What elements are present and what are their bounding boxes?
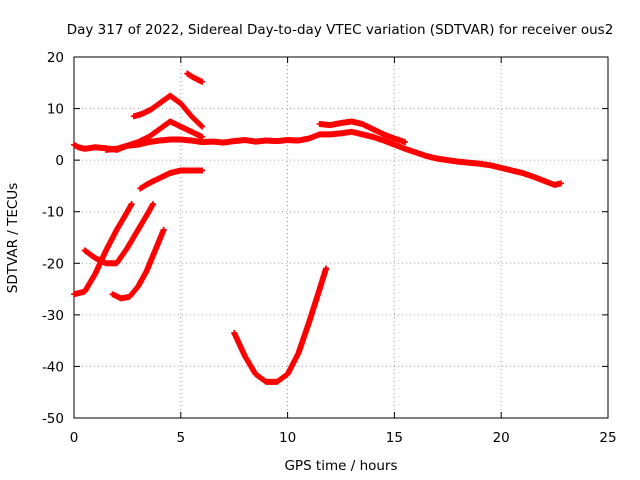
chart-title: Day 317 of 2022, Sidereal Day-to-day VTE… xyxy=(67,22,614,38)
data-series xyxy=(71,70,565,385)
x-axis-label: GPS time / hours xyxy=(284,458,397,474)
series-group xyxy=(81,200,157,267)
x-tick-label: 25 xyxy=(599,430,616,446)
x-tick-label: 15 xyxy=(386,430,403,446)
x-tick-label: 10 xyxy=(279,430,296,446)
y-axis-label: SDTVAR / TECUs xyxy=(5,183,21,293)
series-group xyxy=(130,92,206,130)
series-group xyxy=(231,265,330,385)
data-point xyxy=(198,122,205,129)
y-tick-label: -40 xyxy=(42,359,64,375)
series-group xyxy=(109,226,167,302)
data-point xyxy=(323,265,330,272)
data-point xyxy=(199,167,206,174)
y-tick-label: -30 xyxy=(42,308,64,324)
grid-lines xyxy=(74,57,608,418)
y-tick-label: 20 xyxy=(47,50,64,66)
data-point xyxy=(150,200,157,207)
data-point xyxy=(128,200,135,207)
axis-ticks xyxy=(73,56,609,419)
series-group xyxy=(137,167,206,192)
data-point xyxy=(160,226,167,233)
y-tick-label: 0 xyxy=(55,153,64,169)
x-tick-label: 5 xyxy=(177,430,186,446)
y-tick-label: -20 xyxy=(42,256,64,272)
tick-labels: 0 5 10 15 20 25 -50 -40 -30 -20 -10 0 10 20 xyxy=(42,50,617,446)
x-tick-label: 20 xyxy=(493,430,510,446)
series-group xyxy=(184,70,206,85)
data-point xyxy=(199,78,206,85)
series-group xyxy=(103,118,206,153)
x-tick-label: 0 xyxy=(70,430,79,446)
series-group xyxy=(316,118,409,146)
y-tick-label: -50 xyxy=(42,411,64,427)
data-point xyxy=(199,123,206,130)
data-point xyxy=(402,139,409,146)
y-tick-label: -10 xyxy=(42,205,64,221)
plot-frame xyxy=(73,56,609,419)
data-point xyxy=(199,133,206,140)
y-tick-label: 10 xyxy=(47,102,64,118)
data-point xyxy=(558,180,565,187)
